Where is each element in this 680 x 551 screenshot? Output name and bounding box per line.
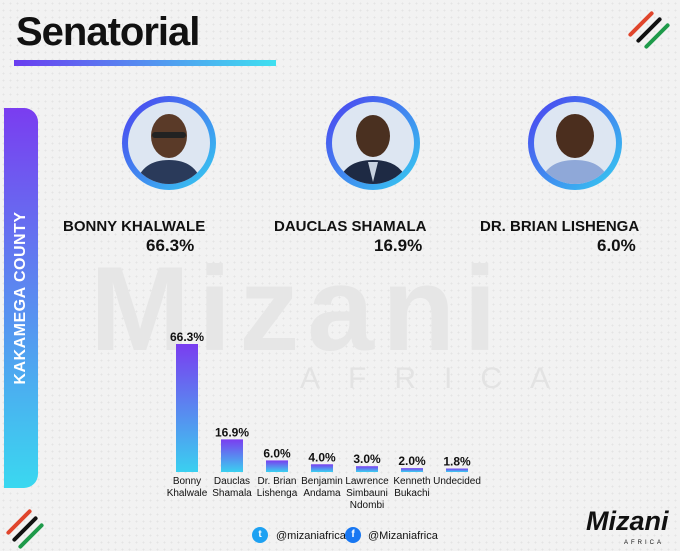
mizani-logo: Mizani (586, 506, 669, 536)
bar-4 (311, 464, 333, 472)
candidate-pct-1: 66.3% (146, 236, 195, 255)
bar-7 (446, 468, 468, 472)
watermark-logo: Mizani (90, 242, 505, 376)
candidate-pct-3: 6.0% (597, 236, 636, 255)
facebook-handle: @Mizaniafrica (368, 530, 438, 542)
category-label-1: Khalwale (167, 488, 208, 499)
category-label-6: Kenneth (393, 476, 430, 487)
candidate-name-3: DR. BRIAN LISHENGA (480, 218, 640, 235)
bar-value-label-1: 66.3% (170, 330, 204, 344)
mizani-logo-sub: AFRICA (624, 540, 665, 546)
category-label-7: Undecided (433, 476, 481, 487)
county-sidebar (4, 108, 38, 488)
category-label-3: Dr. Brian (258, 476, 297, 487)
bar-value-label-2: 16.9% (215, 425, 249, 439)
page-title: Senatorial (16, 10, 200, 54)
bar-value-label-7: 1.8% (443, 455, 471, 469)
bar-value-label-6: 2.0% (398, 454, 426, 468)
person-icon (136, 114, 202, 184)
bar-3 (266, 460, 288, 472)
bar-6 (401, 468, 423, 472)
candidate-photo-shamala (326, 96, 420, 190)
watermark-sub: AFRICA (300, 362, 579, 395)
title-underline (14, 60, 276, 66)
category-label-2: Dauclas (214, 476, 250, 487)
bar-value-label-5: 3.0% (353, 452, 381, 466)
bar-value-label-3: 6.0% (263, 446, 291, 460)
bar-2 (221, 439, 243, 472)
twitter-icon: t (252, 527, 268, 543)
bar-value-label-4: 4.0% (308, 450, 336, 464)
bar-1 (176, 344, 198, 472)
category-label-4: Andama (303, 488, 341, 499)
person-icon (338, 115, 408, 184)
candidate-photo-khalwale (122, 96, 216, 190)
category-label-5: Simbauni (346, 488, 388, 499)
facebook-icon: f (345, 527, 361, 543)
category-label-1: Bonny (173, 476, 201, 487)
candidate-pct-2: 16.9% (374, 236, 423, 255)
category-label-5: Ndombi (350, 500, 384, 511)
twitter-handle: @mizaniafrica (276, 530, 346, 542)
category-label-2: Shamala (212, 488, 252, 499)
candidate-name-1: BONNY KHALWALE (63, 218, 206, 235)
category-label-5: Lawrence (345, 476, 389, 487)
bar-5 (356, 466, 378, 472)
person-icon (540, 114, 610, 184)
candidate-name-2: DAUCLAS SHAMALA (274, 218, 427, 235)
category-label-3: Lishenga (257, 488, 298, 499)
category-label-4: Benjamin (301, 476, 343, 487)
candidate-photo-lishenga (528, 96, 622, 190)
category-label-6: Bukachi (394, 488, 430, 499)
